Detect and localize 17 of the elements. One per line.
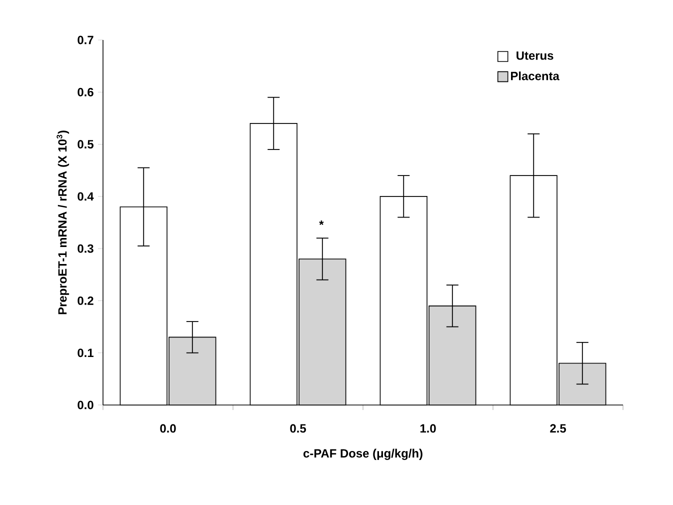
x-tick-label: 0.5 <box>290 424 306 433</box>
y-tick-label: 0.1 <box>78 348 94 358</box>
y-tick-label: 0.0 <box>78 400 94 410</box>
y-tick-label: 0.3 <box>78 244 94 253</box>
x-tick-label: 1.0 <box>420 424 436 433</box>
x-tick-label: 0.0 <box>160 424 176 433</box>
y-tick-label: 0.7 <box>78 36 94 44</box>
legend-label: Uterus <box>516 51 554 60</box>
annotation: * <box>319 220 324 225</box>
x-axis-title: c-PAF Dose (μg/kg/h) <box>303 448 422 460</box>
x-tick-label: 2.5 <box>550 424 566 433</box>
y-tick-label: 0.4 <box>78 192 94 201</box>
y-tick-label: 0.2 <box>78 296 94 305</box>
y-tick-label: 0.6 <box>78 88 94 96</box>
y-axis-title: PreproET-1 mRNA / rRNA (X 10$^{3}$) <box>56 130 70 314</box>
y-tick-label: 0.5 <box>78 140 94 148</box>
legend-label: Placenta <box>511 71 560 80</box>
